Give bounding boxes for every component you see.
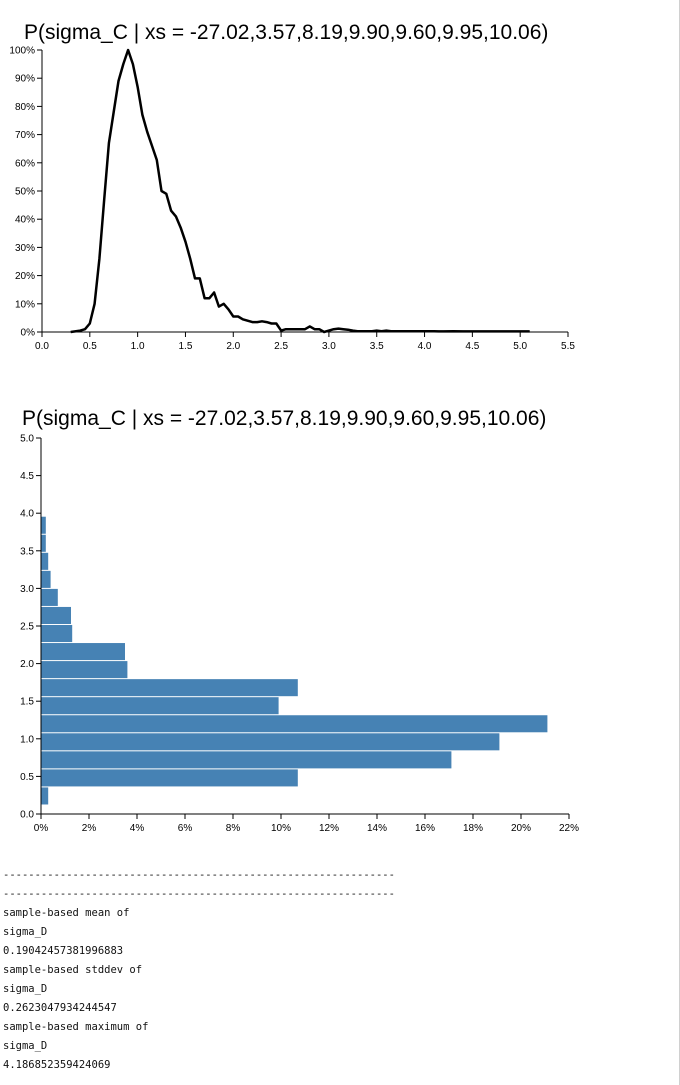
stddev-label: sample-based stddev of bbox=[3, 964, 143, 976]
density-line-chart: P(sigma_C | xs = -27.02,3.57,8.19,9.90,9… bbox=[9, 21, 575, 352]
histogram-bar bbox=[41, 787, 49, 805]
x-tick-label: 14% bbox=[367, 823, 387, 834]
y-tick-label: 4.0 bbox=[20, 509, 34, 520]
y-tick-label: 40% bbox=[15, 215, 35, 226]
x-tick-label: 0.0 bbox=[35, 341, 49, 352]
histogram-bar bbox=[41, 697, 279, 715]
x-tick-label: 1.0 bbox=[131, 341, 145, 352]
x-tick-label: 4.5 bbox=[465, 341, 479, 352]
x-tick-label: 0% bbox=[34, 823, 49, 834]
histogram-bar bbox=[41, 661, 128, 679]
y-tick-label: 1.5 bbox=[20, 697, 34, 708]
histogram-bar bbox=[41, 516, 46, 534]
y-tick-label: 2.5 bbox=[20, 622, 34, 633]
x-tick-label: 20% bbox=[511, 823, 531, 834]
y-tick-label: 0.0 bbox=[20, 810, 34, 821]
stddev-variable: sigma_D bbox=[3, 983, 48, 995]
chart-title: P(sigma_C | xs = -27.02,3.57,8.19,9.90,9… bbox=[24, 21, 548, 44]
mean-value: 0.19042457381996883 bbox=[3, 945, 124, 957]
x-tick-label: 4.0 bbox=[418, 341, 432, 352]
console-output: ----------------------------------------… bbox=[3, 866, 443, 1075]
y-tick-label: 0% bbox=[21, 328, 36, 339]
histogram-bar-chart: P(sigma_C | xs = -27.02,3.57,8.19,9.90,9… bbox=[20, 407, 579, 834]
x-tick-label: 3.5 bbox=[370, 341, 384, 352]
y-tick-label: 100% bbox=[9, 46, 35, 57]
x-tick-label: 2% bbox=[82, 823, 97, 834]
y-tick-label: 50% bbox=[15, 187, 35, 198]
y-tick-label: 5.0 bbox=[20, 434, 34, 445]
x-tick-label: 0.5 bbox=[83, 341, 97, 352]
histogram-bar bbox=[41, 751, 452, 769]
histogram-bar bbox=[41, 769, 298, 787]
x-tick-label: 12% bbox=[319, 823, 339, 834]
x-tick-label: 1.5 bbox=[179, 341, 193, 352]
histogram-bar bbox=[41, 624, 73, 643]
histogram-bar bbox=[41, 570, 51, 588]
x-tick-label: 5.5 bbox=[561, 341, 575, 352]
mean-label: sample-based mean of bbox=[3, 907, 130, 919]
x-tick-label: 4% bbox=[130, 823, 145, 834]
histogram-bar bbox=[41, 552, 49, 570]
x-tick-label: 6% bbox=[178, 823, 193, 834]
y-tick-label: 3.0 bbox=[20, 584, 34, 595]
histogram-bar bbox=[41, 733, 500, 751]
y-tick-label: 1.0 bbox=[20, 734, 34, 745]
x-tick-label: 3.0 bbox=[322, 341, 336, 352]
y-tick-label: 3.5 bbox=[20, 546, 34, 557]
x-tick-label: 22% bbox=[559, 823, 579, 834]
y-tick-label: 2.0 bbox=[20, 659, 34, 670]
density-series-line bbox=[70, 48, 530, 334]
histogram-bar bbox=[41, 588, 58, 606]
stddev-value: 0.2623047934244547 bbox=[3, 1002, 117, 1014]
x-tick-label: 16% bbox=[415, 823, 435, 834]
y-tick-label: 80% bbox=[15, 102, 35, 113]
histogram-bar bbox=[41, 643, 125, 661]
histogram-bar bbox=[41, 679, 298, 697]
histogram-bar bbox=[41, 534, 46, 552]
y-tick-label: 20% bbox=[15, 271, 35, 282]
separator-line: ----------------------------------------… bbox=[3, 869, 395, 881]
mean-variable: sigma_D bbox=[3, 926, 48, 938]
separator-line: ----------------------------------------… bbox=[3, 888, 395, 900]
x-tick-label: 2.0 bbox=[226, 341, 240, 352]
y-tick-label: 90% bbox=[15, 74, 35, 85]
y-tick-label: 30% bbox=[15, 243, 35, 254]
histogram-bar bbox=[41, 606, 71, 624]
y-tick-label: 60% bbox=[15, 158, 35, 169]
y-tick-label: 10% bbox=[15, 299, 35, 310]
y-tick-label: 70% bbox=[15, 130, 35, 141]
x-tick-label: 2.5 bbox=[274, 341, 288, 352]
x-tick-label: 5.0 bbox=[513, 341, 527, 352]
x-tick-label: 10% bbox=[271, 823, 291, 834]
y-tick-label: 4.5 bbox=[20, 471, 34, 482]
max-label: sample-based maximum of bbox=[3, 1021, 149, 1033]
x-tick-label: 8% bbox=[226, 823, 241, 834]
x-tick-label: 18% bbox=[463, 823, 483, 834]
y-tick-label: 0.5 bbox=[20, 772, 34, 783]
max-value: 4.186852359424069 bbox=[3, 1059, 111, 1071]
chart-title: P(sigma_C | xs = -27.02,3.57,8.19,9.90,9… bbox=[22, 407, 546, 430]
histogram-bar bbox=[41, 715, 548, 733]
max-variable: sigma_D bbox=[3, 1040, 48, 1052]
